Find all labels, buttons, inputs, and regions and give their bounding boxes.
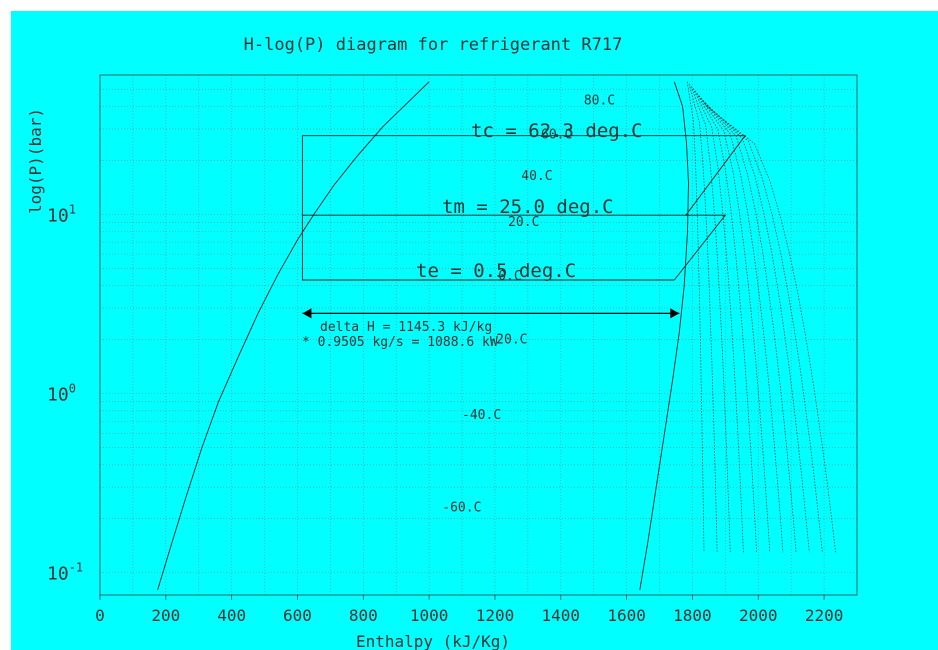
- isotherm-line: [698, 95, 784, 553]
- power-text: * 0.9505 kg/s = 1088.6 kW: [302, 335, 498, 350]
- chart-panel: 0 200 400 600 800 1000 1200 1400 1600 1800 2000 220…: [11, 11, 938, 650]
- x-tick-label: 2000: [739, 606, 778, 625]
- x-tick-label: 400: [217, 606, 246, 625]
- isotherm-line: [686, 81, 705, 553]
- isotherm-line: [696, 92, 771, 553]
- arrowhead-left: [302, 308, 312, 319]
- cycle-line: [301, 135, 746, 281]
- isotherm-line: [688, 83, 718, 553]
- arrowhead-right: [670, 308, 680, 319]
- x-tick-label: 1400: [542, 606, 581, 625]
- te-annotation: te = 0.5 deg.C: [416, 260, 576, 282]
- tm-annotation: tm = 25.0 deg.C: [442, 196, 614, 218]
- x-tick-label: 1200: [476, 606, 515, 625]
- plot-frame: [99, 74, 858, 596]
- temperature-label: 80.C: [584, 94, 615, 109]
- axis-ticks: 0 200 400 600 800 1000 1200 1400 1600 1800 2000 220…: [47, 202, 843, 625]
- temperature-label: -60.C: [442, 500, 481, 515]
- x-tick-label: 1800: [673, 606, 712, 625]
- tc-annotation: tc = 62.3 deg.C: [471, 120, 643, 142]
- isotherm-line: [690, 85, 731, 553]
- isotherm-lines: [686, 81, 836, 553]
- h-logp-chart: 0 200 400 600 800 1000 1200 1400 1600 1800 2000 220…: [26, 35, 858, 650]
- saturated-vapor-curve: [639, 81, 689, 591]
- saturation-curves: [157, 81, 689, 591]
- isotherm-line: [700, 97, 797, 553]
- isotherm-line: [704, 103, 823, 553]
- y-tick-label: 101: [47, 202, 76, 226]
- x-axis-label: Enthalpy (kJ/Kg): [356, 632, 510, 650]
- x-tick-label: 1000: [410, 606, 449, 625]
- isotherm-line: [694, 90, 757, 553]
- isotherm-line: [692, 88, 744, 553]
- saturated-liquid-curve: [157, 81, 430, 591]
- temperature-label: -40.C: [462, 408, 501, 423]
- temperature-label: 0.C: [498, 269, 521, 284]
- grid: [99, 74, 858, 596]
- chart-title: H-log(P) diagram for refrigerant R717: [244, 35, 623, 55]
- temperature-label: 20.C: [508, 215, 539, 230]
- x-tick-label: 2200: [805, 606, 844, 625]
- isotherm-line: [706, 106, 836, 553]
- y-tick-label: 100: [47, 382, 76, 406]
- x-tick-label: 1600: [607, 606, 646, 625]
- x-tick-label: 200: [151, 606, 180, 625]
- temperature-label: 40.C: [521, 169, 552, 184]
- x-tick-label: 0: [95, 606, 105, 625]
- temperature-label: -20.C: [488, 333, 527, 348]
- temperature-label: 60.C: [541, 128, 572, 143]
- delta-h-text: delta H = 1145.3 kJ/kg: [320, 320, 492, 335]
- y-tick-label: 10-1: [47, 561, 83, 585]
- x-tick-label: 800: [349, 606, 378, 625]
- x-tick-label: 600: [283, 606, 312, 625]
- isotherm-line: [702, 100, 810, 553]
- temperature-labels: 80.C 60.C 40.C 20.C 0.C -20.C -40.C -60.C: [442, 94, 615, 516]
- y-axis-label: log(P)(bar): [26, 108, 45, 214]
- refrigeration-cycle: [301, 135, 746, 319]
